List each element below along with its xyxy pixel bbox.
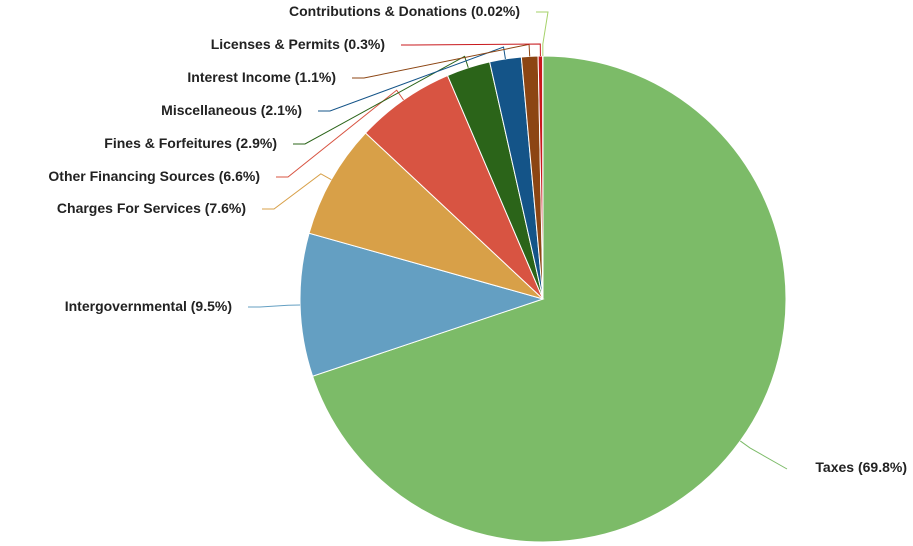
leader-line (293, 55, 469, 145)
leader-line (276, 89, 404, 178)
slice-label: Licenses & Permits (0.3%) (211, 36, 385, 52)
leader-line (536, 11, 549, 57)
pie-slice (311, 55, 787, 543)
slice-label: Taxes (69.8%) (815, 459, 907, 475)
slice-label: Miscellaneous (2.1%) (161, 102, 302, 118)
leader-line (401, 43, 541, 57)
slice-label: Interest Income (1.1%) (187, 69, 336, 85)
slice-label: Intergovernmental (9.5%) (65, 298, 232, 314)
slice-label: Contributions & Donations (0.02%) (289, 3, 520, 19)
slice-label: Fines & Forfeitures (2.9%) (104, 135, 277, 151)
leader-line (318, 46, 506, 112)
slice-label: Charges For Services (7.6%) (57, 200, 246, 216)
slice-label: Other Financing Sources (6.6%) (48, 168, 260, 184)
leader-line (739, 440, 788, 470)
leader-line (352, 43, 531, 79)
leader-line (262, 173, 332, 210)
leader-line (248, 304, 301, 308)
pie-slice (308, 132, 544, 300)
pie-slice (299, 232, 545, 377)
